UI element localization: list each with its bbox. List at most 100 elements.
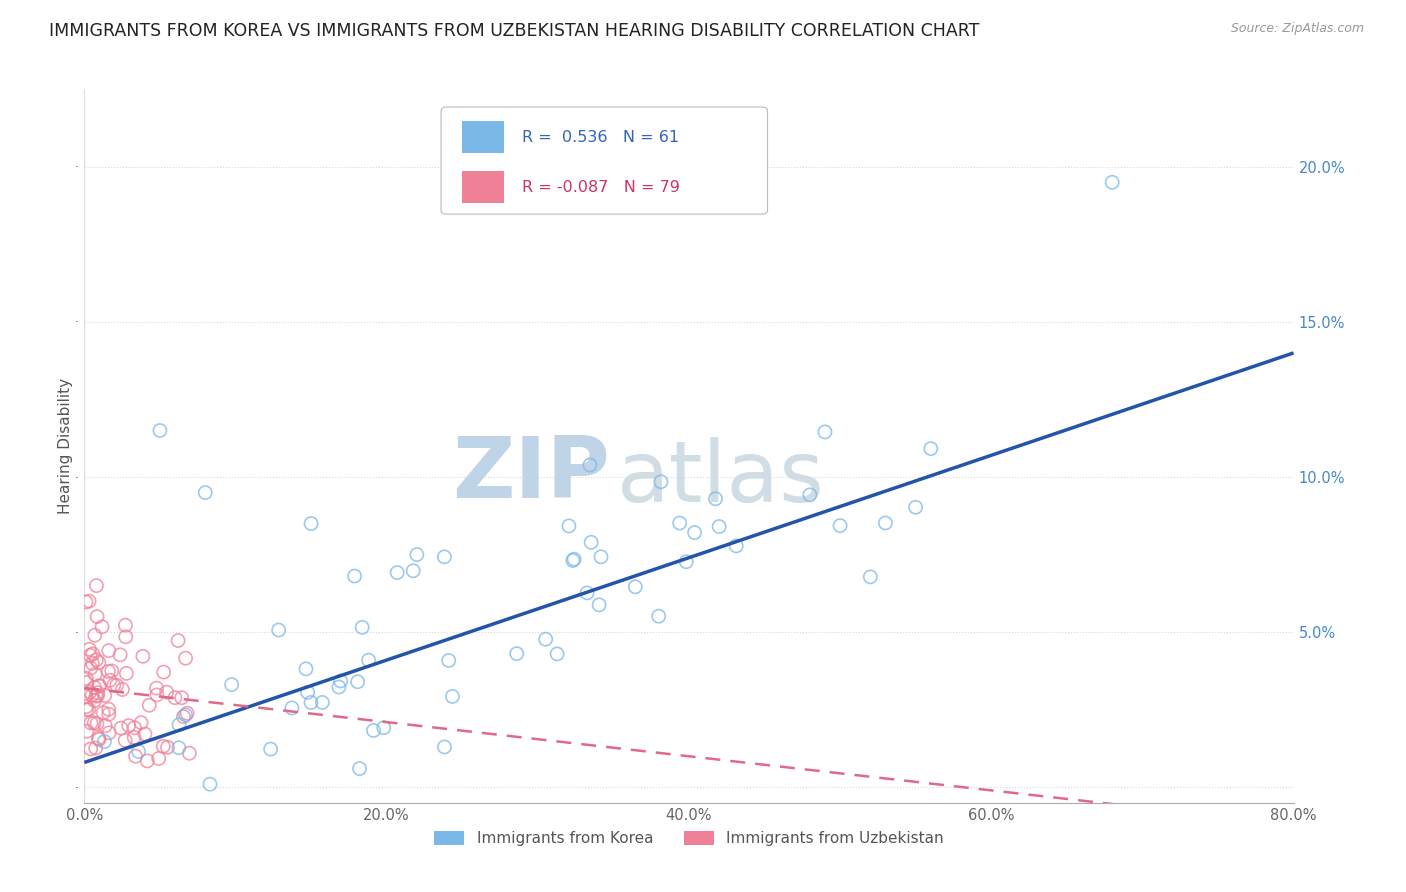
Point xyxy=(98,673,121,688)
Point xyxy=(124,721,146,735)
Point xyxy=(100,664,122,678)
Point xyxy=(920,442,942,456)
Point xyxy=(87,732,110,747)
Point xyxy=(97,707,120,722)
Point xyxy=(122,731,145,745)
FancyBboxPatch shape xyxy=(441,107,768,214)
Point xyxy=(299,696,322,710)
Point xyxy=(561,553,583,567)
Point xyxy=(114,630,136,644)
Point xyxy=(83,628,105,642)
Point xyxy=(1101,175,1123,189)
Point xyxy=(87,656,110,670)
Point xyxy=(346,674,368,689)
Point xyxy=(576,586,599,600)
Point xyxy=(91,706,114,720)
Point xyxy=(259,742,281,756)
Point xyxy=(814,425,837,439)
Point xyxy=(704,491,727,506)
Point xyxy=(648,609,671,624)
Legend: Immigrants from Korea, Immigrants from Uzbekistan: Immigrants from Korea, Immigrants from U… xyxy=(427,825,950,852)
Point xyxy=(194,485,217,500)
Point xyxy=(84,741,107,756)
Point xyxy=(433,739,456,754)
Point xyxy=(546,647,568,661)
Point xyxy=(357,653,380,667)
Point xyxy=(352,620,374,634)
Point xyxy=(97,702,120,716)
Point xyxy=(683,525,706,540)
Point xyxy=(558,519,581,533)
Point xyxy=(152,665,174,679)
Point xyxy=(110,721,132,735)
Point xyxy=(174,651,197,665)
Point xyxy=(588,598,610,612)
Point xyxy=(86,689,108,703)
Point xyxy=(94,719,117,733)
Point xyxy=(103,678,125,692)
Point xyxy=(86,653,108,667)
Point xyxy=(799,488,821,502)
Point xyxy=(297,685,319,699)
Point xyxy=(86,579,108,593)
Point xyxy=(76,703,98,717)
Point xyxy=(79,642,101,657)
Point xyxy=(75,672,97,686)
Point xyxy=(579,458,602,472)
Point xyxy=(97,643,120,657)
Point xyxy=(221,677,243,691)
Point xyxy=(562,552,585,566)
Point xyxy=(83,693,105,707)
Point xyxy=(830,518,852,533)
Point xyxy=(128,744,150,758)
Point xyxy=(82,647,104,661)
Point xyxy=(179,746,201,760)
Point xyxy=(77,594,100,608)
Point xyxy=(441,690,464,704)
Point xyxy=(170,690,193,705)
Point xyxy=(198,777,221,791)
Point xyxy=(83,715,105,730)
Text: R = -0.087   N = 79: R = -0.087 N = 79 xyxy=(522,180,681,194)
Point xyxy=(402,564,425,578)
Text: Source: ZipAtlas.com: Source: ZipAtlas.com xyxy=(1230,22,1364,36)
Text: ZIP: ZIP xyxy=(453,433,610,516)
Point xyxy=(437,653,460,667)
Point xyxy=(167,717,190,731)
Point xyxy=(363,723,385,738)
Point xyxy=(725,539,748,553)
Point xyxy=(875,516,897,530)
Point xyxy=(624,580,647,594)
Point xyxy=(77,702,100,716)
Point xyxy=(75,699,97,714)
Point xyxy=(406,548,429,562)
Point xyxy=(83,681,105,695)
Point xyxy=(299,516,322,531)
Point xyxy=(167,740,190,755)
Point xyxy=(709,519,731,533)
Point xyxy=(859,570,882,584)
Point xyxy=(87,679,110,693)
Point xyxy=(86,716,108,731)
Point xyxy=(136,754,159,768)
Point xyxy=(79,742,101,756)
Point xyxy=(76,675,98,690)
Point xyxy=(163,690,186,705)
Point xyxy=(904,500,927,515)
Point xyxy=(174,708,197,723)
Point xyxy=(75,690,97,704)
Y-axis label: Hearing Disability: Hearing Disability xyxy=(58,378,73,514)
Point xyxy=(86,609,108,624)
Point xyxy=(84,690,107,704)
Point xyxy=(80,715,103,730)
Point xyxy=(675,555,697,569)
Point xyxy=(111,682,134,697)
Point xyxy=(82,657,104,671)
Point xyxy=(114,733,136,747)
Point xyxy=(167,633,190,648)
Point xyxy=(650,475,672,489)
Point xyxy=(343,569,366,583)
Point xyxy=(98,726,121,740)
FancyBboxPatch shape xyxy=(461,121,503,153)
Point xyxy=(118,718,141,732)
